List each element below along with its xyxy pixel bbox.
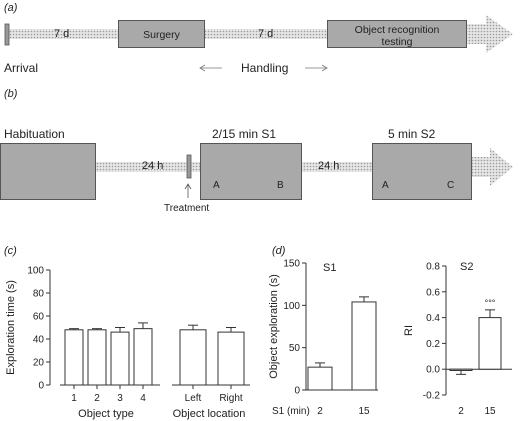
y-tick-label: 80 bbox=[33, 289, 45, 300]
habituation-label: Habituation bbox=[4, 127, 65, 141]
object-a-label-s1: A bbox=[213, 180, 220, 191]
s1-label: 2/15 min S1 bbox=[212, 127, 276, 141]
x-tick-label: 2 bbox=[317, 406, 323, 417]
y-axis-title: RI bbox=[403, 325, 415, 336]
object-b-label: B bbox=[277, 180, 284, 191]
y-tick-label: -0.2 bbox=[423, 391, 441, 402]
x-tick-label: 3 bbox=[117, 393, 123, 404]
x-tick-label: 2 bbox=[94, 393, 100, 404]
bar bbox=[308, 367, 332, 390]
chart-title: S2 bbox=[460, 261, 473, 273]
y-tick-label: 50 bbox=[289, 343, 301, 354]
y-tick-label: 0.0 bbox=[426, 365, 440, 376]
y-tick-label: 0.4 bbox=[426, 313, 440, 324]
habituation-box bbox=[0, 143, 96, 200]
y-tick-label: 0 bbox=[294, 386, 300, 397]
y-tick-label: 0.8 bbox=[426, 262, 440, 273]
bar bbox=[65, 330, 83, 385]
bar bbox=[134, 329, 152, 385]
interval-24h-1: 24 h bbox=[142, 160, 163, 172]
x-axis-title: Object type bbox=[78, 408, 134, 420]
y-tick-label: 40 bbox=[33, 335, 45, 346]
y-tick-label: 0.6 bbox=[426, 287, 440, 298]
x-tick-label: 1 bbox=[71, 393, 77, 404]
interval-24h-2: 24 h bbox=[318, 160, 339, 172]
s2-ri-chart: -0.2 0.0 0.2 0.4 0.6 0.8 RI S2 2 15 °°° bbox=[400, 250, 520, 420]
exploration-time-chart: 0 20 40 60 80 100 Exploration time (s) 1 2 3 4 Obje… bbox=[0, 250, 265, 420]
s2-box bbox=[372, 143, 472, 200]
y-tick-label: 0 bbox=[38, 381, 44, 392]
x-tick-label: Left bbox=[185, 393, 202, 404]
s1-box bbox=[200, 143, 302, 200]
bar bbox=[450, 369, 472, 370]
x-tick-label: 15 bbox=[358, 406, 370, 417]
y-axis-title: Object exploration (s) bbox=[268, 274, 280, 379]
bar bbox=[180, 330, 206, 385]
x-axis-prefix-label: S1 (min) bbox=[272, 406, 310, 417]
y-tick-label: 60 bbox=[33, 312, 45, 323]
x-tick-label: 15 bbox=[484, 406, 496, 417]
y-tick-label: 100 bbox=[27, 266, 44, 277]
bar bbox=[111, 332, 129, 385]
x-tick-label: Right bbox=[219, 393, 243, 404]
bar bbox=[352, 302, 376, 390]
x-axis-title: Object location bbox=[173, 408, 246, 420]
treatment-marker bbox=[187, 155, 191, 178]
y-tick-label: 20 bbox=[33, 358, 45, 369]
s2-label: 5 min S2 bbox=[388, 127, 435, 141]
bar bbox=[479, 318, 501, 370]
significance-annotation: °°° bbox=[485, 298, 496, 308]
bar bbox=[88, 330, 106, 385]
treatment-label: Treatment bbox=[164, 203, 209, 214]
y-tick-label: 0.2 bbox=[426, 339, 440, 350]
timeline-arrowhead bbox=[472, 148, 513, 186]
y-tick-label: 100 bbox=[283, 301, 300, 312]
x-tick-label: 4 bbox=[140, 393, 146, 404]
object-c-label: C bbox=[447, 180, 454, 191]
bar bbox=[218, 332, 244, 385]
y-tick-label: 150 bbox=[283, 259, 300, 270]
chart-title: S1 bbox=[323, 262, 336, 274]
object-a-label-s2: A bbox=[382, 180, 389, 191]
x-tick-label: 2 bbox=[458, 406, 464, 417]
y-axis-title: Exploration time (s) bbox=[5, 280, 17, 375]
